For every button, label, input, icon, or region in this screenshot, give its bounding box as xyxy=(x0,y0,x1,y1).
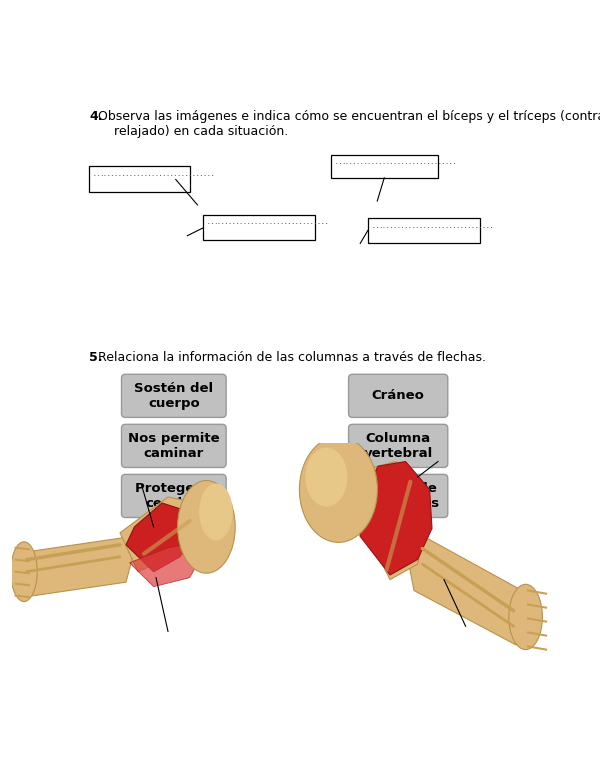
Text: ……………………………: …………………………… xyxy=(207,217,329,226)
Text: Relaciona la información de las columnas a través de flechas.: Relaciona la información de las columnas… xyxy=(98,351,486,364)
Polygon shape xyxy=(408,533,528,645)
Text: Protege al
cerebro: Protege al cerebro xyxy=(135,482,212,510)
Ellipse shape xyxy=(305,448,347,507)
FancyBboxPatch shape xyxy=(349,375,448,417)
FancyBboxPatch shape xyxy=(121,475,226,517)
FancyBboxPatch shape xyxy=(121,424,226,468)
Bar xyxy=(331,155,438,178)
Text: Sostén del
cuerpo: Sostén del cuerpo xyxy=(134,382,214,409)
Polygon shape xyxy=(126,503,198,572)
Polygon shape xyxy=(360,462,432,575)
Polygon shape xyxy=(130,542,202,587)
Text: ……………………………: …………………………… xyxy=(372,220,494,229)
Bar xyxy=(368,218,481,243)
Text: Cráneo: Cráneo xyxy=(372,389,425,402)
Text: 5.: 5. xyxy=(89,351,103,364)
Ellipse shape xyxy=(509,584,542,650)
Text: Huesos de
las piernas: Huesos de las piernas xyxy=(357,482,439,510)
FancyBboxPatch shape xyxy=(121,375,226,417)
Ellipse shape xyxy=(299,437,377,542)
Polygon shape xyxy=(120,497,210,572)
FancyBboxPatch shape xyxy=(349,424,448,468)
Bar xyxy=(203,215,315,240)
FancyBboxPatch shape xyxy=(349,475,448,517)
Bar xyxy=(89,166,190,192)
Ellipse shape xyxy=(199,483,233,540)
Polygon shape xyxy=(354,462,426,580)
Text: 4.: 4. xyxy=(89,110,103,124)
Ellipse shape xyxy=(11,542,37,601)
Text: Observa las imágenes e indica cómo se encuentran el bíceps y el tríceps (contraí: Observa las imágenes e indica cómo se en… xyxy=(98,110,600,138)
Polygon shape xyxy=(18,538,132,597)
Text: ……………………………: …………………………… xyxy=(335,156,457,166)
Text: Nos permite
caminar: Nos permite caminar xyxy=(128,432,220,460)
Text: ……………………………: …………………………… xyxy=(93,168,215,178)
Ellipse shape xyxy=(178,480,235,573)
Text: Columna
vertebral: Columna vertebral xyxy=(364,432,433,460)
